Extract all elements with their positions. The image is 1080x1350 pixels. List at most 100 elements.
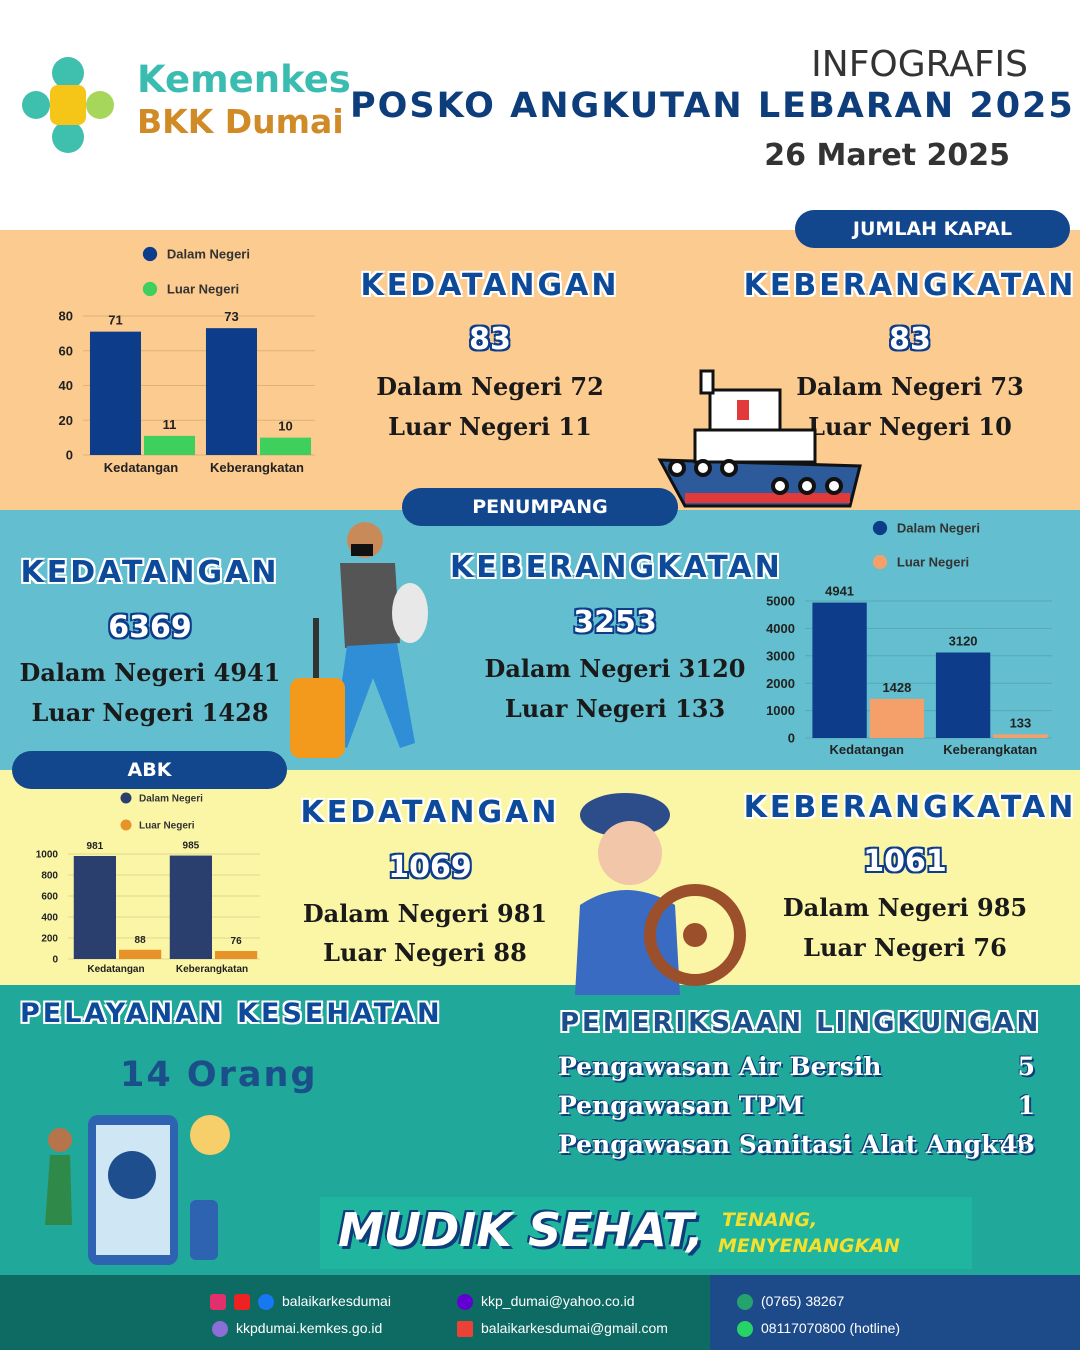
data-label: 88 bbox=[135, 935, 147, 946]
captain-illustration bbox=[575, 793, 746, 995]
heading: KEDATANGAN bbox=[360, 268, 620, 303]
total: 1061 bbox=[863, 844, 947, 879]
data-label: 73 bbox=[224, 309, 238, 324]
bar bbox=[260, 437, 312, 455]
y-tick-label: 200 bbox=[41, 934, 58, 945]
abk-chart: Dalam Negeri Luar Negeri 0 200 400 600 800 1000… bbox=[36, 792, 260, 975]
detail: Luar Negeri 133 bbox=[504, 694, 726, 723]
data-label: 1428 bbox=[882, 680, 911, 695]
banner-line: MENYENANGKAN bbox=[718, 1235, 900, 1257]
y-tick-label: 60 bbox=[59, 343, 73, 358]
inspection-label: Pengawasan TPM bbox=[558, 1091, 804, 1120]
y-tick-label: 20 bbox=[59, 413, 73, 428]
section-label: JUMLAH KAPAL bbox=[795, 210, 1070, 248]
detail: Luar Negeri 76 bbox=[803, 933, 1007, 962]
legend-label: Luar Negeri bbox=[167, 282, 239, 297]
section-label: ABK bbox=[12, 751, 287, 789]
data-label: 3120 bbox=[949, 634, 978, 649]
traveler-illustration bbox=[290, 522, 428, 758]
y-tick-label: 80 bbox=[59, 309, 73, 324]
kapal-chart: Dalam Negeri Luar Negeri 0 20 40 60 80 Kedatang… bbox=[59, 247, 315, 475]
text: balaikarkesdumai bbox=[282, 1293, 391, 1309]
text: (0765) 38267 bbox=[761, 1293, 845, 1309]
x-tick-label: Kedatangan bbox=[830, 742, 904, 757]
text: balaikarkesdumai@gmail.com bbox=[481, 1320, 668, 1336]
value: 14 Orang bbox=[120, 1055, 318, 1095]
footer-gmail: balaikarkesdumai@gmail.com bbox=[457, 1320, 668, 1338]
total: 3253 bbox=[573, 605, 657, 640]
data-label: 76 bbox=[231, 936, 243, 947]
inspection-label: Pengawasan Air Bersih bbox=[558, 1052, 882, 1081]
bar bbox=[993, 734, 1048, 738]
data-label: 10 bbox=[278, 419, 292, 434]
title: POSKO ANGKUTAN LEBARAN 2025 bbox=[350, 86, 1075, 126]
bar bbox=[144, 435, 196, 455]
footer-yahoo: kkp_dumai@yahoo.co.id bbox=[457, 1293, 635, 1311]
x-tick-label: Keberangkatan bbox=[943, 742, 1037, 757]
x-tick-label: Kedatangan bbox=[104, 460, 178, 475]
total: 1069 bbox=[388, 850, 472, 885]
x-tick-label: Kedatangan bbox=[87, 964, 144, 975]
total: 83 bbox=[469, 322, 511, 357]
y-tick-label: 0 bbox=[66, 448, 73, 463]
legend-label: Luar Negeri bbox=[897, 555, 969, 570]
heading: KEBERANGKATAN bbox=[743, 790, 1077, 825]
footer-phone: (0765) 38267 bbox=[737, 1293, 845, 1311]
bar bbox=[73, 855, 116, 959]
banner-main: MUDIK SEHAT, bbox=[338, 1203, 704, 1257]
bar bbox=[869, 698, 925, 738]
y-tick-label: 1000 bbox=[766, 703, 795, 718]
heading: PEMERIKSAAN LINGKUNGAN bbox=[560, 1008, 1042, 1038]
total: 6369 bbox=[108, 610, 192, 645]
detail: Dalam Negeri 3120 bbox=[484, 654, 746, 683]
y-tick-label: 4000 bbox=[766, 621, 795, 636]
detail: Dalam Negeri 985 bbox=[782, 893, 1028, 922]
legend-label: Dalam Negeri bbox=[139, 794, 203, 805]
legend-swatch bbox=[142, 281, 158, 297]
bar bbox=[205, 328, 257, 455]
inspection-value: 1 bbox=[1017, 1091, 1035, 1120]
logo-icon bbox=[22, 57, 114, 153]
x-tick-label: Keberangkatan bbox=[176, 964, 248, 975]
data-label: 11 bbox=[163, 417, 177, 432]
health-illustration bbox=[45, 1115, 230, 1265]
logo-unit: BKK Dumai bbox=[137, 102, 344, 141]
legend-swatch bbox=[872, 520, 888, 536]
y-tick-label: 5000 bbox=[766, 594, 795, 609]
bar bbox=[169, 855, 212, 959]
y-tick-label: 3000 bbox=[766, 648, 795, 663]
y-tick-label: 800 bbox=[41, 871, 58, 882]
y-tick-label: 0 bbox=[788, 731, 795, 746]
detail: Luar Negeri 88 bbox=[323, 938, 527, 967]
detail: Luar Negeri 1428 bbox=[31, 698, 269, 727]
data-label: 985 bbox=[183, 841, 200, 852]
legend-swatch bbox=[872, 554, 888, 570]
bar bbox=[935, 652, 991, 738]
y-tick-label: 600 bbox=[41, 892, 58, 903]
y-tick-label: 2000 bbox=[766, 676, 795, 691]
banner: MUDIK SEHAT, TENANG, MENYENANGKAN bbox=[320, 1197, 972, 1269]
detail: Dalam Negeri 4941 bbox=[19, 658, 281, 687]
legend-label: Dalam Negeri bbox=[897, 521, 980, 536]
date: 26 Maret 2025 bbox=[764, 138, 1010, 173]
text: kkp_dumai@yahoo.co.id bbox=[481, 1293, 635, 1309]
kicker: INFOGRAFIS bbox=[811, 44, 1028, 85]
detail: Luar Negeri 11 bbox=[388, 412, 592, 441]
bar bbox=[812, 602, 867, 738]
detail: Dalam Negeri 981 bbox=[302, 899, 548, 928]
y-tick-label: 400 bbox=[41, 913, 58, 924]
x-tick-label: Keberangkatan bbox=[210, 460, 304, 475]
heading: KEBERANGKATAN bbox=[450, 550, 783, 585]
text: 08117070800 (hotline) bbox=[761, 1320, 901, 1336]
heading: KEDATANGAN bbox=[20, 555, 280, 590]
legend-swatch bbox=[120, 819, 132, 831]
penumpang-chart: Dalam Negeri Luar Negeri 0 1000 2000 3000 4000… bbox=[766, 520, 1052, 757]
legend-swatch bbox=[120, 792, 132, 804]
footer-contact-band bbox=[710, 1275, 1080, 1350]
footer-hotline: 08117070800 (hotline) bbox=[737, 1320, 901, 1338]
bar bbox=[119, 949, 162, 959]
data-label: 133 bbox=[1010, 715, 1032, 730]
legend-label: Dalam Negeri bbox=[167, 247, 250, 262]
section-label: PENUMPANG bbox=[402, 488, 678, 526]
